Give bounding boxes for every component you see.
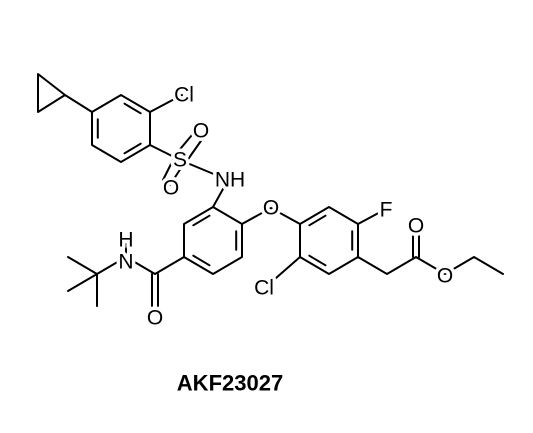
atom-label: NH	[215, 169, 245, 192]
atom-label: O	[163, 177, 179, 200]
atom-label: N	[118, 251, 133, 274]
aromatic-inner-bonds	[96, 102, 354, 267]
bonds	[37, 73, 504, 307]
atom-label: Cl	[254, 277, 274, 300]
atom-label: S	[173, 149, 187, 172]
compound-name: AKF23027	[177, 371, 283, 396]
atom-label: H	[118, 229, 133, 252]
atom-label: O	[147, 307, 163, 330]
atom-label: O	[408, 215, 424, 238]
atom-label: O	[263, 197, 279, 220]
atom-label: O	[437, 265, 453, 288]
atom-label: F	[380, 199, 393, 222]
double-bonds	[151, 128, 420, 307]
atom-label: O	[193, 120, 209, 143]
atom-label: Cl	[174, 84, 194, 107]
